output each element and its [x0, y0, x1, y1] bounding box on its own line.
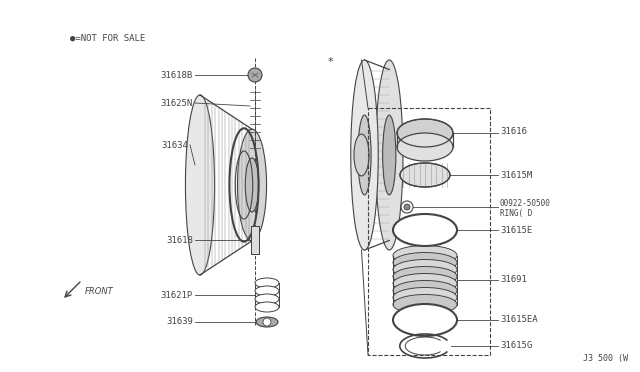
Circle shape: [248, 68, 262, 82]
Text: 31615G: 31615G: [500, 341, 532, 350]
FancyBboxPatch shape: [251, 226, 259, 254]
Circle shape: [401, 201, 413, 213]
Ellipse shape: [393, 266, 457, 286]
Circle shape: [404, 204, 410, 210]
Ellipse shape: [393, 260, 457, 279]
Text: *: *: [327, 57, 333, 67]
Text: ●=NOT FOR SALE: ●=NOT FOR SALE: [70, 33, 145, 42]
Text: 31639: 31639: [166, 317, 193, 327]
Ellipse shape: [393, 280, 457, 301]
Ellipse shape: [245, 158, 259, 212]
Ellipse shape: [186, 95, 214, 275]
Ellipse shape: [397, 133, 453, 161]
Text: 31634: 31634: [161, 141, 188, 150]
Text: 31615M: 31615M: [500, 170, 532, 180]
Text: 31618: 31618: [166, 235, 193, 244]
Text: 31616: 31616: [500, 126, 527, 135]
Ellipse shape: [393, 214, 457, 246]
Text: 31615EA: 31615EA: [500, 315, 538, 324]
Ellipse shape: [237, 129, 267, 241]
Text: J3 500 (W: J3 500 (W: [583, 353, 628, 362]
Text: 31625N: 31625N: [161, 99, 193, 108]
Text: 31615E: 31615E: [500, 225, 532, 234]
Ellipse shape: [354, 134, 369, 176]
Ellipse shape: [255, 294, 279, 304]
Ellipse shape: [255, 302, 279, 312]
Text: FRONT: FRONT: [85, 286, 114, 295]
Ellipse shape: [400, 163, 450, 187]
Ellipse shape: [393, 273, 457, 294]
Ellipse shape: [256, 317, 278, 327]
Ellipse shape: [393, 288, 457, 308]
Text: 31618B: 31618B: [161, 71, 193, 80]
Ellipse shape: [393, 253, 457, 273]
Text: 00922-50500: 00922-50500: [500, 199, 551, 208]
Ellipse shape: [358, 115, 371, 195]
Text: 31691: 31691: [500, 276, 527, 285]
Ellipse shape: [393, 304, 457, 336]
Circle shape: [263, 318, 271, 326]
Text: RING( D: RING( D: [500, 208, 532, 218]
Ellipse shape: [397, 119, 453, 147]
Text: 31621P: 31621P: [161, 291, 193, 299]
Ellipse shape: [393, 246, 457, 266]
Ellipse shape: [383, 115, 396, 195]
Ellipse shape: [255, 278, 279, 288]
Ellipse shape: [351, 60, 378, 250]
Ellipse shape: [393, 295, 457, 314]
Ellipse shape: [376, 60, 403, 250]
Ellipse shape: [255, 286, 279, 296]
